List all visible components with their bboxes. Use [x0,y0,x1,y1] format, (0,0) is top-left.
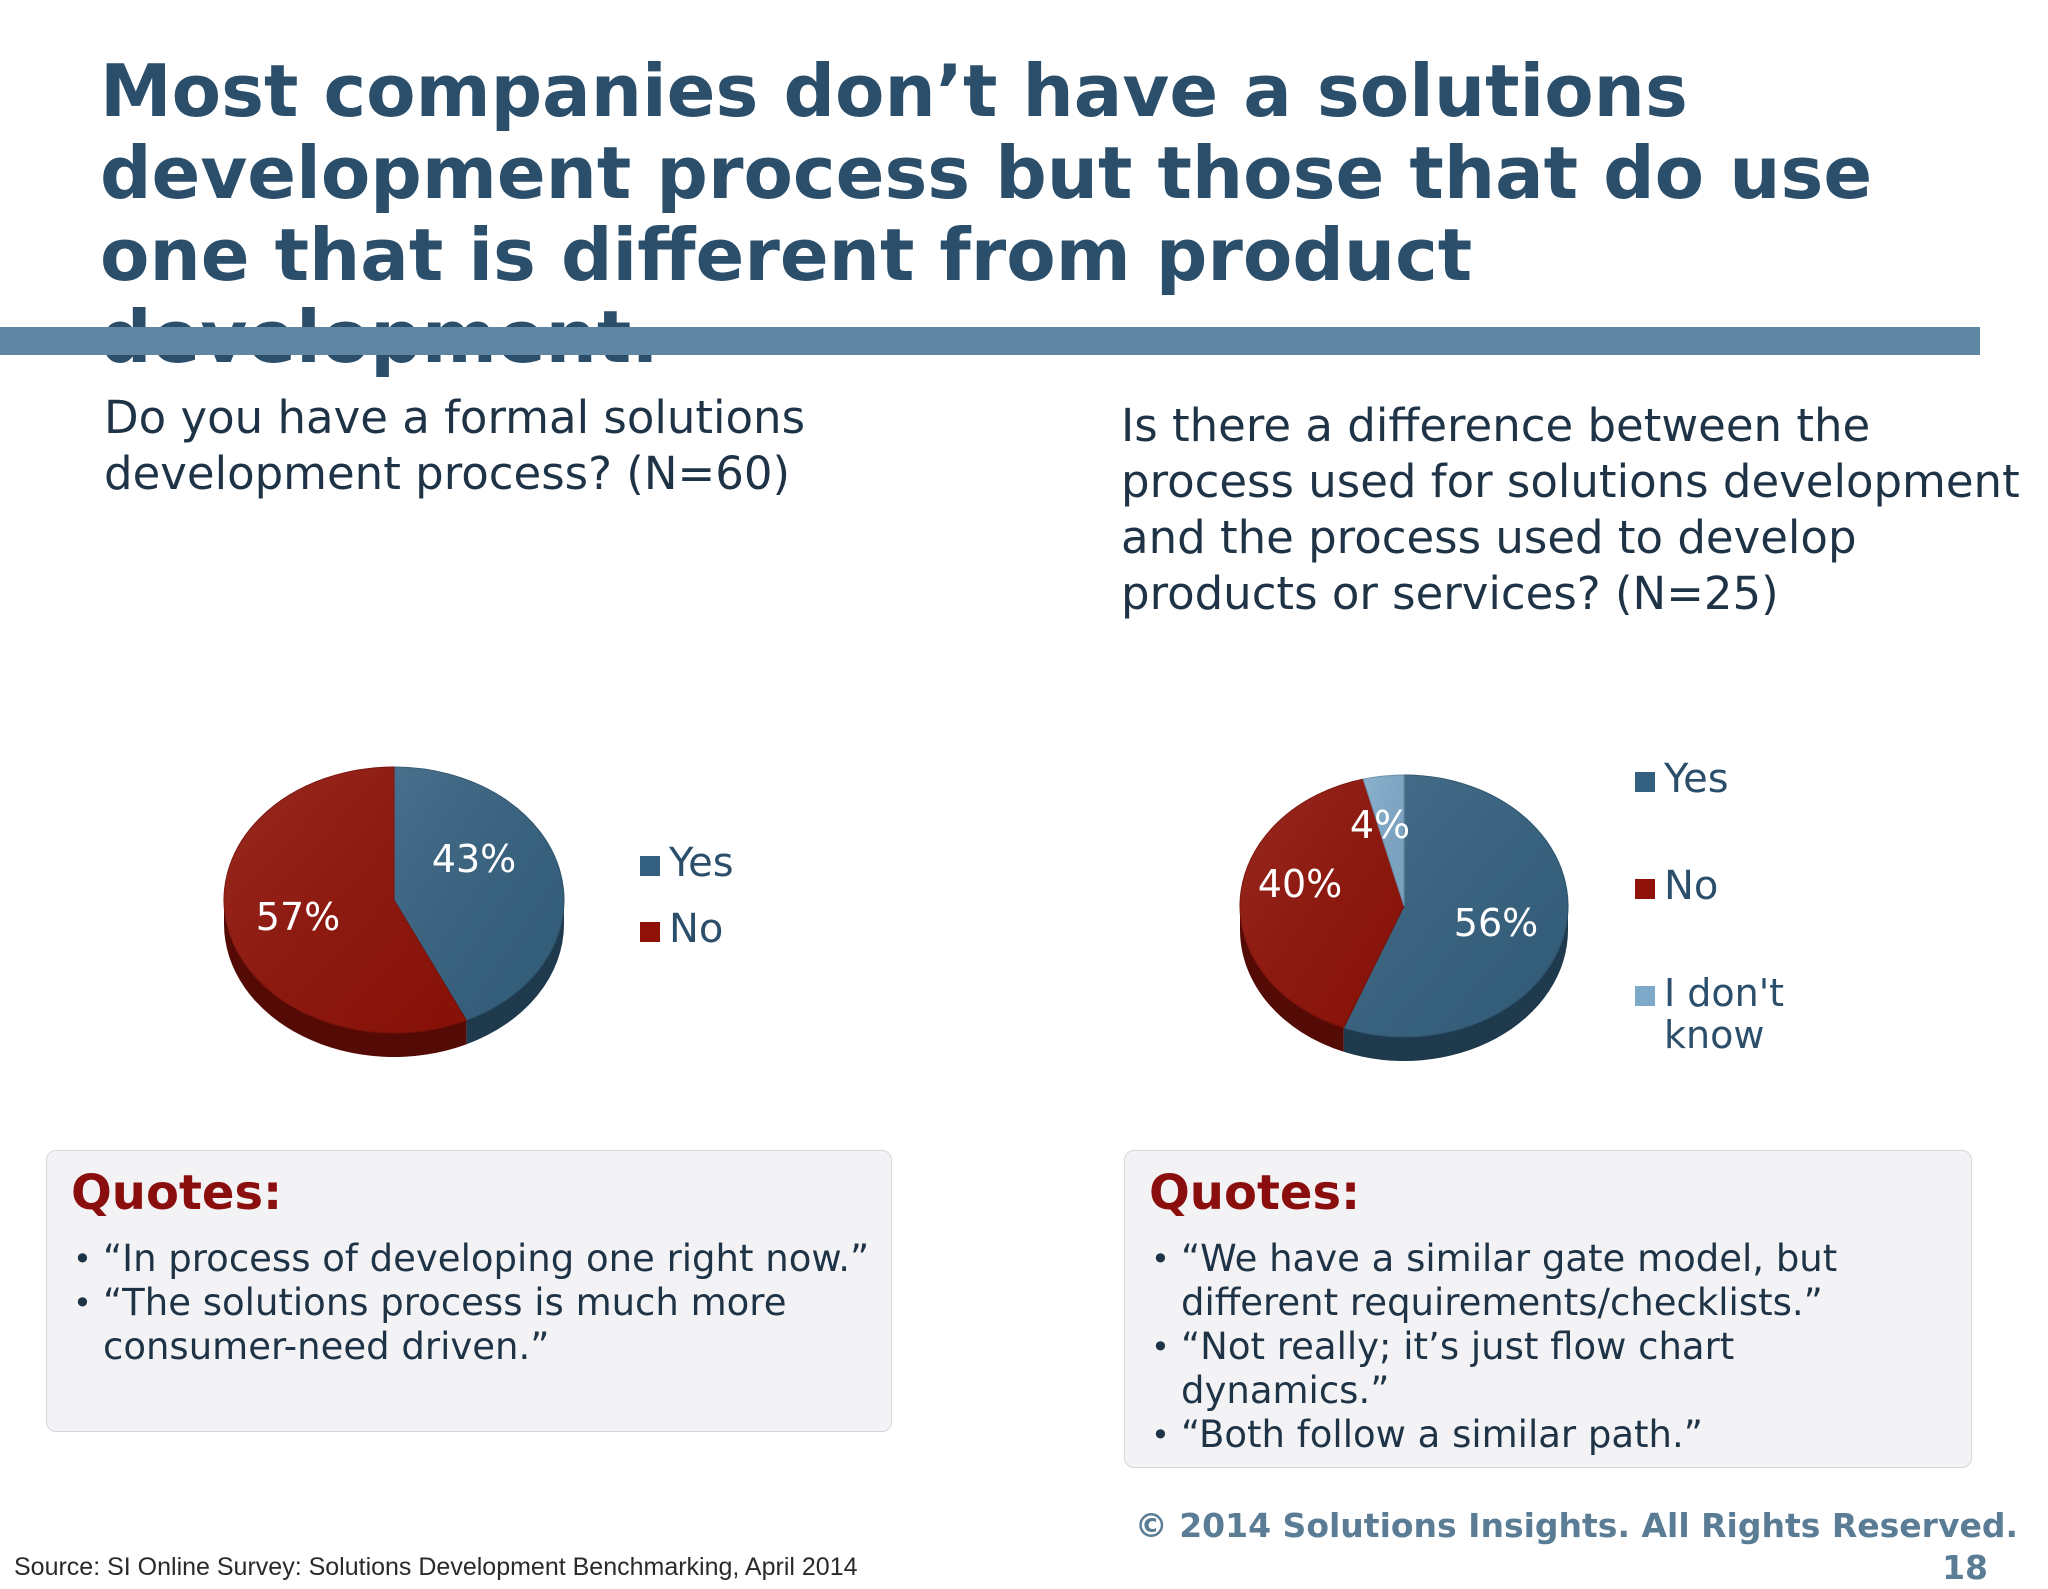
pie-chart-formal-process: 43% 57% [223,766,565,1057]
legend-swatch [640,922,660,942]
page-number: 18 [1942,1548,1988,1587]
quote-item: “The solutions process is much more cons… [67,1281,871,1369]
pie-slice-highlight [1363,775,1404,906]
pie-slice-side-no [224,900,467,1057]
quotes-title-right: Quotes: [1149,1165,1361,1221]
quotes-box-left: Quotes: “In process of developing one ri… [46,1150,892,1432]
legend-swatch [1635,879,1655,899]
legend-item-no: No [640,908,723,950]
data-label-i-don-t-know: 4% [1350,803,1410,847]
quote-item: “Not really; it’s just flow chart dynami… [1145,1325,1951,1413]
pie-slice-side-yes [1343,906,1568,1061]
legend-label: No [1664,863,1719,909]
slide-title: Most companies don’t have a solutions de… [100,49,1873,378]
legend-label: Yes [669,840,734,886]
pie-chart-process-difference: 56% 40%4% [1239,774,1569,1061]
legend-item-yes: Yes [640,842,734,884]
copyright-text: © 2014 Solutions Insights. All Rights Re… [1134,1506,2018,1545]
legend-item-no: No [1635,865,1718,907]
quotes-list-right: “We have a similar gate model, but diffe… [1145,1237,1951,1457]
quotes-title-left: Quotes: [71,1165,283,1221]
quotes-list-left: “In process of developing one right now.… [67,1237,871,1369]
data-label-no: 40% [1258,862,1342,906]
legend-swatch [1635,986,1655,1006]
data-label-no: 57% [256,895,340,939]
legend-item-i-don-t-know: I don't know [1635,972,1814,1056]
pie-slice-highlight [1240,779,1404,1028]
source-note: Source: SI Online Survey: Solutions Deve… [14,1553,858,1581]
legend-label: Yes [1664,756,1729,802]
pie-slice-highlight [223,767,467,1033]
data-label-yes: 43% [432,837,516,881]
legend-label: No [669,906,724,952]
pie-slice-side-yes [466,900,564,1045]
pie-slice-highlight [394,767,564,1021]
data-label-yes: 56% [1454,901,1538,945]
right-question: Is there a difference between the proces… [1121,399,2020,620]
quotes-box-right: Quotes: “We have a similar gate model, b… [1124,1150,1972,1468]
legend-swatch [1635,772,1655,792]
copyright-notice: © 2014 Solutions Insights. All Rights Re… [1135,1505,2018,1589]
quote-item: “We have a similar gate model, but diffe… [1145,1237,1951,1325]
legend-label: I don't know [1664,971,1785,1057]
pie-slice-side-no [1240,906,1344,1052]
left-question: Do you have a formal solutions developme… [104,391,806,500]
title-divider [0,327,1980,355]
quote-item: “In process of developing one right now.… [67,1237,871,1281]
legend-swatch [640,856,660,876]
pie-slice-highlight [1343,775,1569,1037]
quote-item: “Both follow a similar path.” [1145,1413,1951,1457]
legend-item-yes: Yes [1635,758,1729,800]
